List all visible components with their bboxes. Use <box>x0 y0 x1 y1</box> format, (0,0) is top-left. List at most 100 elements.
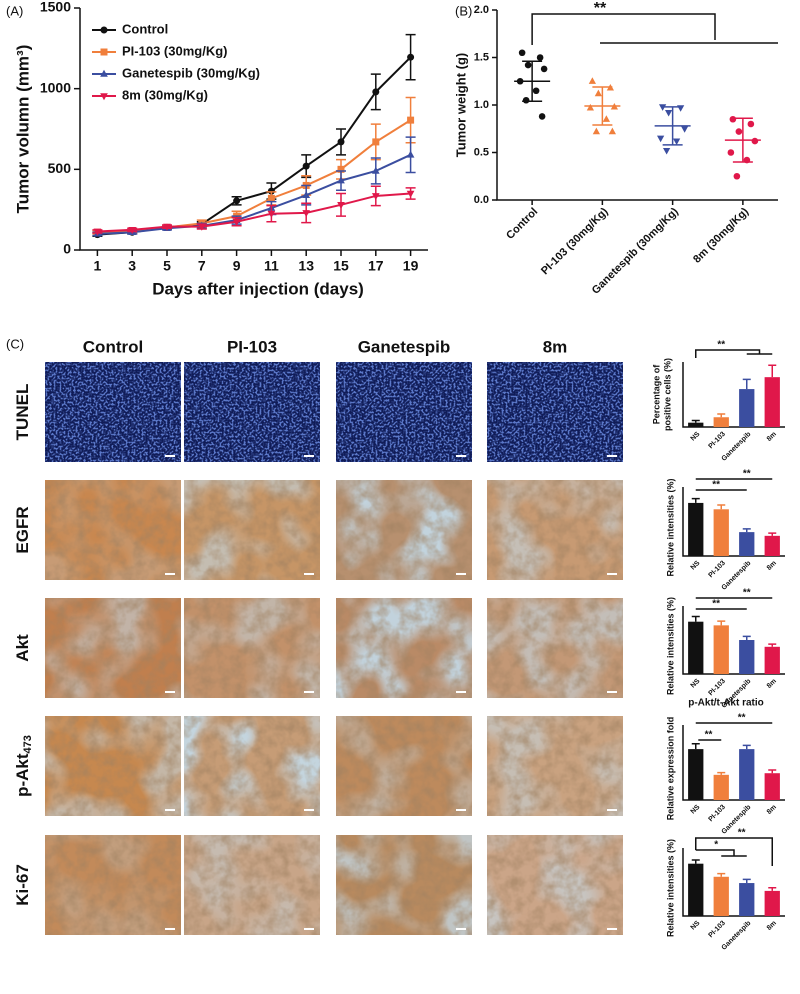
data-point <box>735 128 743 135</box>
y-tick-label: 0.0 <box>474 194 489 206</box>
data-point <box>407 116 415 124</box>
legend-label: PI-103 (30mg/Kg) <box>122 43 227 58</box>
bar <box>688 502 704 556</box>
error-bar <box>742 635 751 640</box>
bar <box>739 389 755 427</box>
x-tick-label: PI-103 (30mg/Kg) <box>539 205 611 277</box>
panel-label: (C) <box>6 336 24 351</box>
data-point <box>536 54 544 61</box>
micrograph <box>45 716 181 816</box>
significance-bracket <box>695 837 773 866</box>
scale-bar <box>165 691 175 693</box>
scale-bar <box>607 691 617 693</box>
data-point <box>680 126 689 133</box>
legend-label: 8m (30mg/Kg) <box>122 87 208 102</box>
x-tick-label: NS <box>690 920 702 932</box>
data-point <box>267 194 275 202</box>
data-point <box>656 135 665 143</box>
micrograph-texture <box>45 835 181 935</box>
x-tick-label: PI-103 <box>707 560 727 580</box>
data-point <box>594 89 603 97</box>
micrograph-texture <box>336 480 472 580</box>
micrograph-texture <box>487 598 623 698</box>
annotation: ** <box>705 730 713 741</box>
error-bar <box>691 497 700 503</box>
data-point <box>540 65 548 73</box>
y-axis-label: Tumor weight (g) <box>453 53 468 157</box>
data-point <box>232 218 241 226</box>
micrograph-texture <box>184 480 320 580</box>
data-point <box>524 61 532 69</box>
row-label-text: EGFR <box>13 506 32 553</box>
x-tick-label: PI-103 <box>707 678 727 698</box>
legend-marker <box>100 93 108 101</box>
error-bar <box>717 504 726 510</box>
row-label-text: Akt <box>13 634 32 662</box>
bar <box>739 532 755 556</box>
sd-bar <box>732 117 753 163</box>
micrograph <box>184 716 320 816</box>
row-label: EGFR <box>13 506 32 553</box>
x-tick-label: 3 <box>128 258 136 274</box>
legend-marker <box>100 69 108 77</box>
scale-bar <box>304 809 314 811</box>
data-point <box>729 115 737 123</box>
micrograph <box>184 835 320 935</box>
annotation: ** <box>717 340 725 351</box>
x-tick-label: 9 <box>233 258 241 274</box>
scale-bar <box>607 928 617 930</box>
micrograph-texture <box>336 716 472 816</box>
micrograph-texture <box>336 362 472 462</box>
bar <box>764 890 780 916</box>
micrograph <box>45 362 181 462</box>
scale-bar <box>304 691 314 693</box>
y-tick-label: 0 <box>63 241 71 257</box>
column-header: PI-103 <box>227 337 277 356</box>
micrograph <box>336 716 472 816</box>
annotation: ** <box>743 469 751 480</box>
error-bar <box>717 771 726 775</box>
x-tick-label: PI-103 <box>707 804 727 824</box>
row-label-text: TUNEL <box>13 384 32 441</box>
data-point <box>302 210 311 218</box>
x-tick-label: 8m <box>766 678 778 690</box>
bar <box>739 749 755 800</box>
micrograph-texture <box>184 362 320 462</box>
row-label-text: p-Akt <box>13 753 32 797</box>
scale-bar <box>456 455 466 457</box>
bar <box>739 883 755 916</box>
error-bar <box>691 615 700 622</box>
micrograph-texture <box>336 598 472 698</box>
data-point <box>407 53 415 61</box>
scale-bar <box>165 573 175 575</box>
annotation: ** <box>712 599 720 610</box>
error-bar <box>717 620 726 626</box>
scale-bar <box>304 928 314 930</box>
micrograph-texture <box>487 362 623 462</box>
x-tick-label: NS <box>690 560 702 572</box>
data-point <box>372 88 380 96</box>
data-point <box>592 127 601 135</box>
x-tick-label: 17 <box>368 258 384 274</box>
scale-bar <box>607 573 617 575</box>
data-point <box>197 223 206 231</box>
scale-bar <box>456 573 466 575</box>
micrograph-texture <box>184 716 320 816</box>
micrograph-texture <box>45 362 181 462</box>
scale-bar <box>456 809 466 811</box>
data-point <box>751 137 759 145</box>
y-axis-label: Relative expression fold <box>665 717 675 821</box>
bar <box>739 640 755 674</box>
sd-bar <box>662 106 683 146</box>
axis-line <box>496 10 778 201</box>
micrograph <box>336 835 472 935</box>
data-point <box>518 49 526 57</box>
legend-label: Control <box>122 21 168 36</box>
series-line <box>97 153 412 235</box>
row-label: p-Akt473 <box>13 735 33 797</box>
error-bar <box>691 859 700 864</box>
significance-bracket <box>695 849 747 857</box>
sd-bar <box>522 60 543 102</box>
scale-bar <box>456 691 466 693</box>
micrograph-texture <box>487 716 623 816</box>
